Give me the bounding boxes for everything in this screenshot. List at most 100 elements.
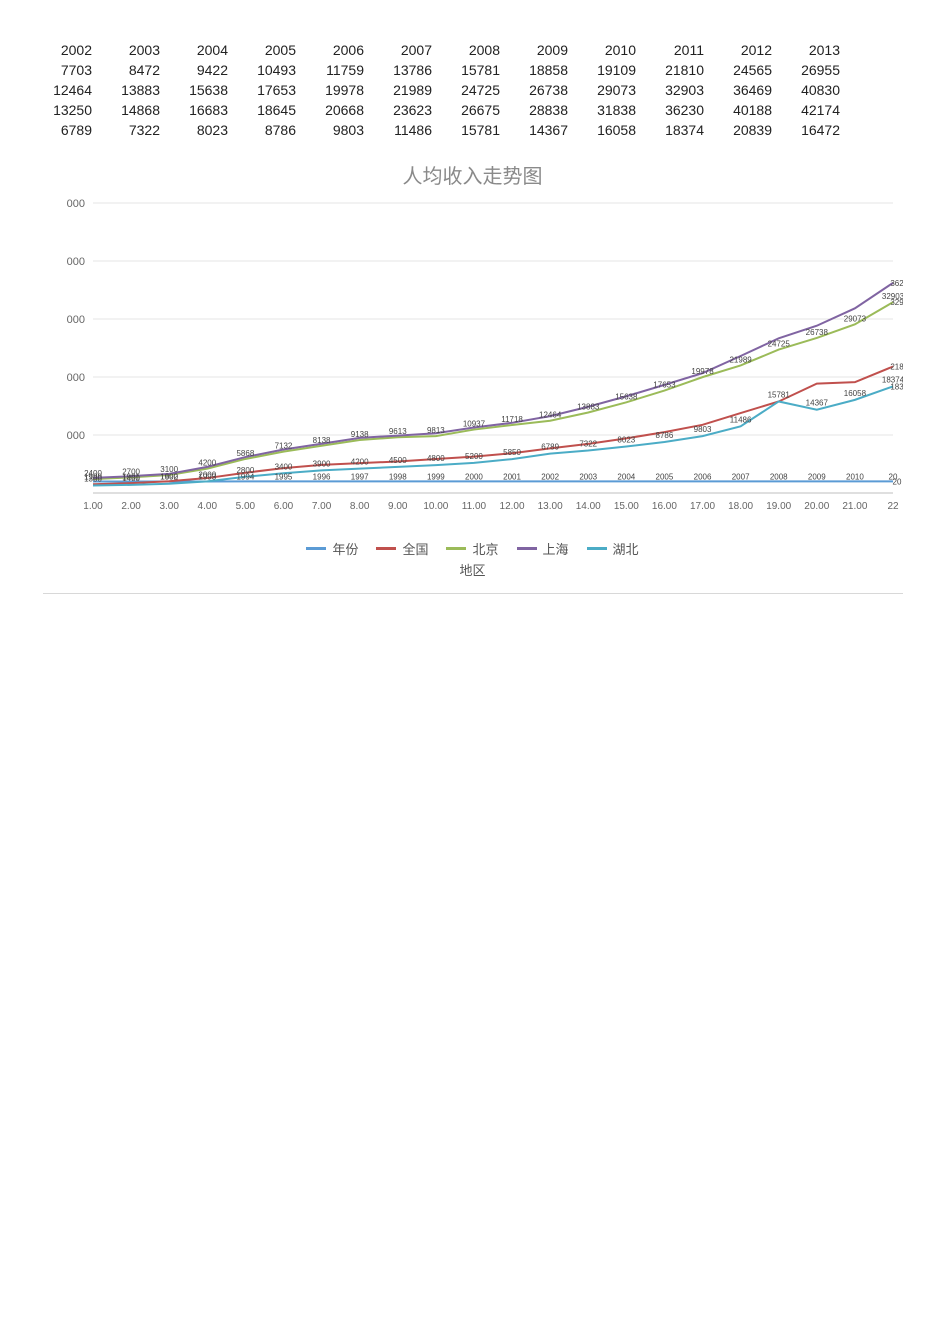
svg-text:4.00: 4.00 bbox=[197, 501, 217, 512]
svg-text:183: 183 bbox=[890, 382, 903, 391]
chart-bottom-rule bbox=[43, 593, 903, 594]
table-cell: 18645 bbox=[234, 100, 302, 120]
table-header-cell: 2013 bbox=[778, 40, 846, 60]
svg-text:13.00: 13.00 bbox=[537, 501, 562, 512]
legend-label: 湖北 bbox=[613, 539, 639, 558]
table-row: 7703847294221049311759137861578118858191… bbox=[30, 60, 846, 80]
svg-text:5868: 5868 bbox=[236, 449, 254, 458]
svg-text:17.00: 17.00 bbox=[690, 501, 715, 512]
table-cell: 40188 bbox=[710, 100, 778, 120]
svg-text:11486: 11486 bbox=[729, 415, 751, 424]
svg-text:7322: 7322 bbox=[579, 440, 597, 449]
chart-plot-area: 0000000000000001.002.003.004.005.006.007… bbox=[43, 193, 903, 533]
table-cell: 24725 bbox=[438, 80, 506, 100]
table-cell: 7322 bbox=[98, 120, 166, 140]
table-cell: 19978 bbox=[302, 80, 370, 100]
table-header-cell: 2007 bbox=[370, 40, 438, 60]
svg-text:2.00: 2.00 bbox=[121, 501, 141, 512]
legend-swatch bbox=[376, 547, 396, 550]
table-cell: 9422 bbox=[166, 60, 234, 80]
svg-text:2006: 2006 bbox=[693, 472, 711, 481]
table-cell: 17653 bbox=[234, 80, 302, 100]
svg-text:9613: 9613 bbox=[388, 427, 406, 436]
svg-text:4200: 4200 bbox=[198, 459, 216, 468]
svg-text:16058: 16058 bbox=[843, 389, 866, 398]
svg-text:2009: 2009 bbox=[807, 472, 825, 481]
table-cell: 7703 bbox=[30, 60, 98, 80]
svg-text:1997: 1997 bbox=[350, 472, 368, 481]
legend-swatch bbox=[517, 547, 537, 550]
table-row: 6789732280238786980311486157811436716058… bbox=[30, 120, 846, 140]
svg-text:2000: 2000 bbox=[465, 472, 483, 481]
svg-text:000: 000 bbox=[66, 198, 84, 210]
table-header-cell: 2010 bbox=[574, 40, 642, 60]
svg-text:9138: 9138 bbox=[350, 430, 368, 439]
table-cell: 26675 bbox=[438, 100, 506, 120]
legend-item: 上海 bbox=[517, 539, 569, 558]
svg-text:3.00: 3.00 bbox=[159, 501, 179, 512]
svg-text:14367: 14367 bbox=[805, 399, 828, 408]
table-cell: 15781 bbox=[438, 60, 506, 80]
table-cell: 18374 bbox=[642, 120, 710, 140]
legend-swatch bbox=[446, 547, 466, 550]
data-table: 2002200320042005200620072008200920102011… bbox=[30, 40, 846, 140]
svg-text:2008: 2008 bbox=[769, 472, 787, 481]
svg-text:21.00: 21.00 bbox=[842, 501, 867, 512]
table-cell: 13883 bbox=[98, 80, 166, 100]
svg-text:12.00: 12.00 bbox=[499, 501, 524, 512]
table-cell: 31838 bbox=[574, 100, 642, 120]
table-cell: 42174 bbox=[778, 100, 846, 120]
svg-text:3900: 3900 bbox=[312, 459, 330, 468]
table-cell: 36230 bbox=[642, 100, 710, 120]
svg-text:1300: 1300 bbox=[84, 474, 102, 483]
svg-text:22: 22 bbox=[887, 501, 899, 512]
table-cell: 12464 bbox=[30, 80, 98, 100]
legend-label: 年份 bbox=[332, 539, 358, 558]
table-header-cell: 2008 bbox=[438, 40, 506, 60]
table-cell: 16683 bbox=[166, 100, 234, 120]
svg-text:9803: 9803 bbox=[693, 425, 711, 434]
svg-text:24725: 24725 bbox=[767, 340, 790, 349]
table-cell: 8023 bbox=[166, 120, 234, 140]
table-cell: 29073 bbox=[574, 80, 642, 100]
svg-text:15781: 15781 bbox=[767, 390, 790, 399]
svg-text:1.00: 1.00 bbox=[83, 501, 103, 512]
legend-item: 年份 bbox=[306, 539, 358, 558]
svg-text:4500: 4500 bbox=[388, 456, 406, 465]
table-header-cell: 2002 bbox=[30, 40, 98, 60]
legend-label: 北京 bbox=[472, 539, 498, 558]
svg-text:4200: 4200 bbox=[350, 458, 368, 467]
svg-text:15638: 15638 bbox=[615, 392, 638, 401]
svg-text:11718: 11718 bbox=[501, 415, 523, 424]
table-cell: 8472 bbox=[98, 60, 166, 80]
svg-text:6.00: 6.00 bbox=[273, 501, 293, 512]
x-axis-sub-label: 地区 bbox=[43, 560, 903, 579]
svg-text:8023: 8023 bbox=[617, 435, 635, 444]
svg-text:2005: 2005 bbox=[655, 472, 673, 481]
legend-item: 全国 bbox=[376, 539, 428, 558]
table-header-cell: 2006 bbox=[302, 40, 370, 60]
svg-text:13883: 13883 bbox=[577, 402, 600, 411]
table-cell: 9803 bbox=[302, 120, 370, 140]
svg-text:5200: 5200 bbox=[465, 452, 483, 461]
svg-text:21989: 21989 bbox=[729, 355, 752, 364]
table-cell: 21810 bbox=[642, 60, 710, 80]
table-cell: 11759 bbox=[302, 60, 370, 80]
svg-text:5850: 5850 bbox=[503, 448, 521, 457]
svg-text:8786: 8786 bbox=[655, 431, 673, 440]
table-cell: 18858 bbox=[506, 60, 574, 80]
table-cell: 28838 bbox=[506, 100, 574, 120]
table-header-cell: 2012 bbox=[710, 40, 778, 60]
svg-text:218: 218 bbox=[890, 363, 903, 372]
svg-text:329: 329 bbox=[890, 298, 903, 307]
table-cell: 40830 bbox=[778, 80, 846, 100]
table-cell: 20839 bbox=[710, 120, 778, 140]
table-header-cell: 2004 bbox=[166, 40, 234, 60]
svg-text:2002: 2002 bbox=[541, 472, 559, 481]
table-cell: 21989 bbox=[370, 80, 438, 100]
svg-text:10937: 10937 bbox=[462, 420, 485, 429]
table-header-cell: 2005 bbox=[234, 40, 302, 60]
svg-text:10.00: 10.00 bbox=[423, 501, 448, 512]
svg-text:2004: 2004 bbox=[617, 472, 635, 481]
table-cell: 11486 bbox=[370, 120, 438, 140]
